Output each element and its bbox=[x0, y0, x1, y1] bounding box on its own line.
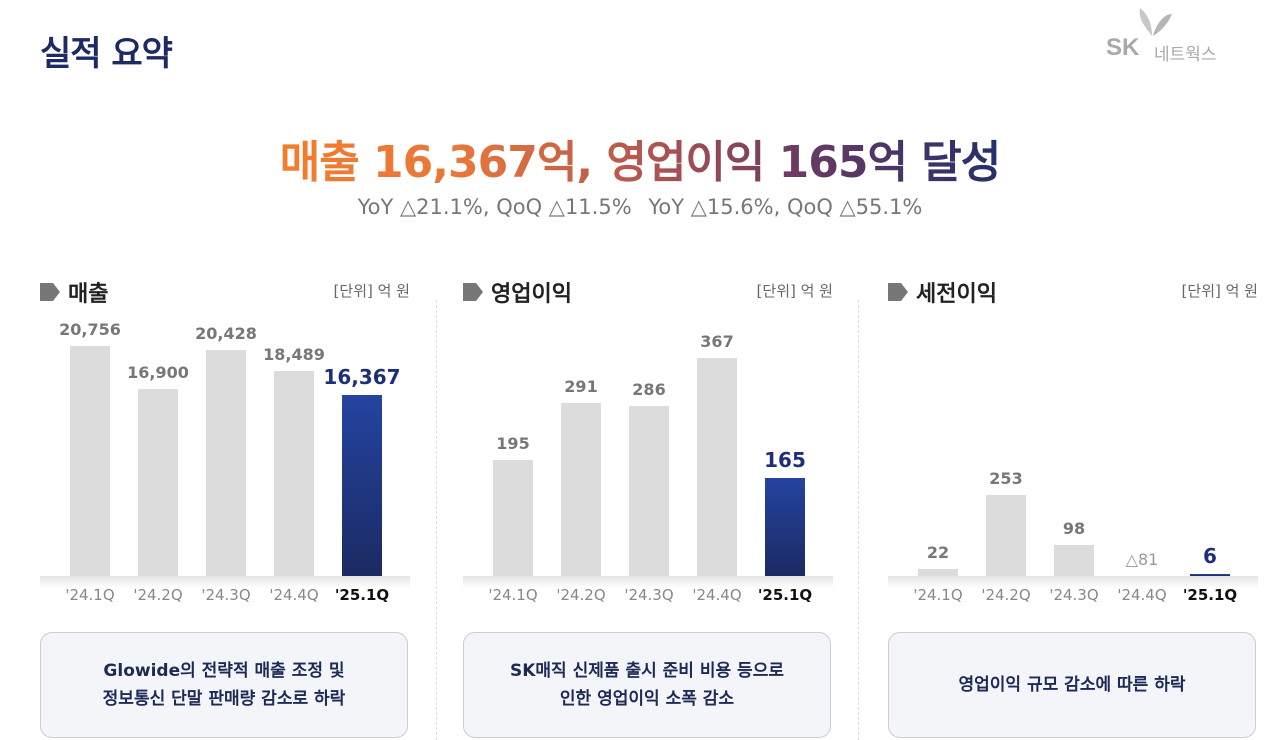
x-tick-label: '24.1Q bbox=[65, 586, 115, 604]
x-tick-label: '24.3Q bbox=[624, 586, 674, 604]
bar bbox=[70, 345, 110, 576]
x-tick-label: '24.4Q bbox=[692, 586, 742, 604]
chart-revenue: 20,756 '24.1Q 16,900 '24.2Q 20,428 '24.3Q 18,4… bbox=[40, 310, 410, 620]
panel-revenue: 매출 [단위] 억 원 20,756 '24.1Q 16,900 '24.2Q 20,4… bbox=[40, 270, 410, 740]
arrow-icon bbox=[40, 283, 60, 301]
x-tick-label: '24.2Q bbox=[133, 586, 183, 604]
note-box: 영업이익 규모 감소에 따른 하락 bbox=[888, 632, 1256, 738]
sk-networks-logo: SK 네트웍스 bbox=[1106, 6, 1256, 66]
data-label: 16,367 bbox=[323, 364, 401, 389]
unit-label: [단위] 억 원 bbox=[333, 282, 410, 300]
bar bbox=[206, 349, 246, 576]
headline: 매출 16,367억, 영업이익 165억 달성 bbox=[279, 137, 1001, 188]
op-change: YoY △15.6%, QoQ △55.1% bbox=[648, 195, 923, 219]
data-label: 98 bbox=[1062, 518, 1086, 538]
arrow-icon bbox=[463, 283, 483, 301]
panel-title: 영업이익 bbox=[463, 276, 572, 308]
page-title: 실적 요약 bbox=[40, 34, 173, 74]
data-label: 195 bbox=[496, 434, 530, 454]
chart-pretax-profit: 22 '24.1Q 253 '24.2Q 98 '24.3Q △81 '24.4Q 6 '25.1… bbox=[888, 310, 1258, 620]
bar bbox=[918, 568, 958, 576]
bar bbox=[986, 495, 1026, 576]
x-tick-label: '24.1Q bbox=[488, 586, 538, 604]
x-tick-label: '24.4Q bbox=[1117, 586, 1167, 604]
baseline bbox=[40, 576, 410, 588]
bar bbox=[493, 460, 533, 576]
panel-operating-profit: 영업이익 [단위] 억 원 195 '24.1Q 291 '24.2Q 286 '24.3… bbox=[463, 270, 833, 740]
subline: YoY △21.1%, QoQ △11.5% YoY △15.6%, QoQ △… bbox=[0, 195, 1280, 219]
butterfly-icon bbox=[1139, 8, 1172, 36]
data-label: △81 bbox=[1125, 550, 1159, 569]
x-tick-label: '24.4Q bbox=[269, 586, 319, 604]
data-label: 253 bbox=[989, 469, 1023, 489]
bar bbox=[274, 371, 314, 576]
data-label: 291 bbox=[564, 377, 598, 397]
x-tick-label: '24.2Q bbox=[981, 586, 1031, 604]
note-box: Glowide의 전략적 매출 조정 및 정보통신 단말 판매량 감소로 하락 bbox=[40, 632, 408, 738]
panel-title: 매출 bbox=[40, 276, 108, 308]
unit-label: [단위] 억 원 bbox=[756, 282, 833, 300]
data-label: 20,428 bbox=[195, 323, 257, 343]
data-label: 367 bbox=[700, 332, 734, 352]
baseline bbox=[888, 576, 1258, 588]
data-label: 286 bbox=[632, 380, 666, 400]
bar bbox=[342, 394, 382, 576]
panel-pretax-profit: 세전이익 [단위] 억 원 22 '24.1Q 253 '24.2Q 98 '24.3Q △… bbox=[888, 270, 1258, 740]
baseline bbox=[463, 576, 833, 588]
data-label: 20,756 bbox=[59, 319, 121, 339]
data-label: 165 bbox=[764, 448, 806, 473]
unit-label: [단위] 억 원 bbox=[1181, 282, 1258, 300]
x-tick-label: '24.3Q bbox=[1049, 586, 1099, 604]
data-label: 22 bbox=[926, 542, 950, 562]
data-label: 18,489 bbox=[263, 345, 325, 364]
divider bbox=[858, 300, 859, 740]
bar bbox=[629, 406, 669, 576]
bar bbox=[561, 403, 601, 576]
revenue-change: YoY △21.1%, QoQ △11.5% bbox=[357, 195, 632, 219]
divider bbox=[436, 300, 437, 740]
note-box: SK매직 신제품 출시 준비 비용 등으로 인한 영업이익 소폭 감소 bbox=[463, 632, 831, 738]
x-tick-label: '24.1Q bbox=[913, 586, 963, 604]
logo-name: 네트웍스 bbox=[1154, 45, 1217, 65]
bar bbox=[697, 358, 737, 576]
x-tick-label: '25.1Q bbox=[334, 586, 390, 604]
arrow-icon bbox=[888, 283, 908, 301]
data-label: 16,900 bbox=[127, 362, 189, 382]
bar bbox=[138, 388, 178, 576]
data-label: 6 bbox=[1203, 544, 1217, 568]
panel-title: 세전이익 bbox=[888, 276, 997, 308]
bar bbox=[765, 478, 805, 576]
x-tick-label: '25.1Q bbox=[757, 586, 813, 604]
bar bbox=[1190, 574, 1230, 576]
chart-operating-profit: 195 '24.1Q 291 '24.2Q 286 '24.3Q 367 '24.4Q 165 '… bbox=[463, 310, 833, 620]
x-tick-label: '25.1Q bbox=[1182, 586, 1238, 604]
logo-brand: SK bbox=[1106, 34, 1140, 61]
bar bbox=[1054, 544, 1094, 576]
x-tick-label: '24.2Q bbox=[556, 586, 606, 604]
x-tick-label: '24.3Q bbox=[201, 586, 251, 604]
